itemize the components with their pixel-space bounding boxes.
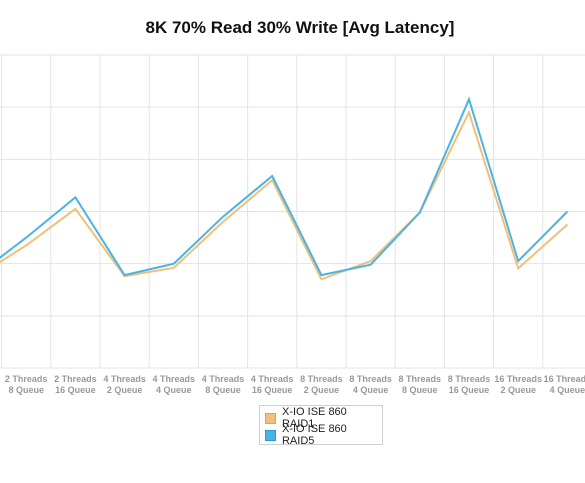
- legend-label-raid1: X-IO ISE 860 RAID1: [281, 406, 347, 430]
- legend-label-raid5: X-IO ISE 860 RAID5: [281, 423, 347, 447]
- x-tick-label: 4 Threads 2 Queue: [103, 374, 146, 395]
- series-line-raid1: [0, 109, 569, 281]
- x-tick-label: 8 Threads 4 Queue: [349, 374, 392, 395]
- series-layer: [0, 96, 569, 281]
- x-tick-label: 16 Threads 2 Queue: [494, 374, 542, 395]
- x-tick-label: 4 Threads 8 Queue: [202, 374, 245, 395]
- x-tick-label: 4 Threads 16 Queue: [251, 374, 294, 395]
- x-tick-label: 4 Threads 4 Queue: [153, 374, 196, 395]
- legend-item-raid5[interactable]: X-IO ISE 860 RAID5: [265, 423, 382, 447]
- series-line-raid5: [0, 96, 569, 277]
- chart-title: 8K 70% Read 30% Write [Avg Latency]: [145, 18, 455, 37]
- legend-swatch-raid1: [265, 412, 276, 424]
- chart-legend: X-IO ISE 860 RAID1 X-IO ISE 860 RAID5: [259, 405, 383, 447]
- x-tick-label: 8 Threads 16 Queue: [448, 374, 491, 395]
- legend-item-raid1[interactable]: X-IO ISE 860 RAID1: [265, 406, 382, 430]
- x-tick-label: 2 Threads 8 Queue: [5, 374, 48, 395]
- x-tick-label: 8 Threads 8 Queue: [399, 374, 442, 395]
- legend-swatch-raid5: [265, 429, 276, 441]
- x-tick-label: 2 Threads 16 Queue: [54, 374, 97, 395]
- grid-lines: [0, 54, 585, 369]
- x-tick-label: 8 Threads 2 Queue: [300, 374, 343, 395]
